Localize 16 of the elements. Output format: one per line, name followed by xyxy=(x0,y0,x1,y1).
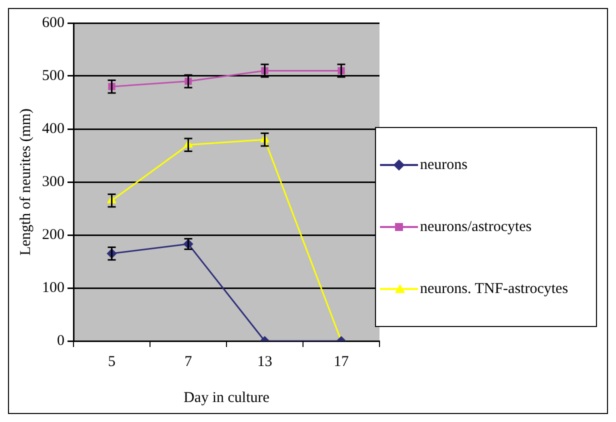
y-tick-label: 300 xyxy=(42,174,64,190)
x-tick-label: 5 xyxy=(108,354,116,370)
y-tick-label: 500 xyxy=(42,68,64,84)
y-tick-label: 600 xyxy=(42,14,64,31)
x-tick-label: 13 xyxy=(257,354,272,370)
x-axis-title: Day in culture xyxy=(184,390,270,406)
legend-label: neurons. TNF-astrocytes xyxy=(420,280,570,298)
y-tick-label: 200 xyxy=(42,226,64,243)
y-tick-label: 100 xyxy=(42,280,64,296)
y-tick-label: 0 xyxy=(57,332,64,349)
legend-label: neurons xyxy=(420,156,468,174)
y-axis-title: Length of neurites (mm) xyxy=(18,108,34,256)
x-tick-label: 7 xyxy=(184,354,192,370)
y-tick-label: 400 xyxy=(42,120,64,137)
legend-label: neurons/astrocytes xyxy=(420,218,533,236)
x-tick-label: 17 xyxy=(334,354,350,370)
